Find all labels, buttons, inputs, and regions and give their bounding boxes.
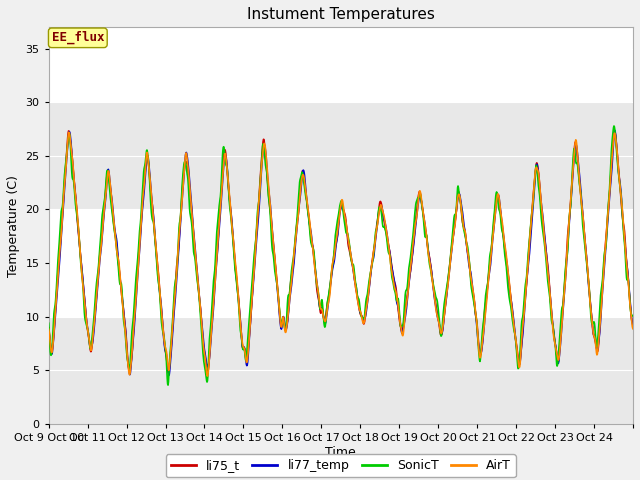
li75_t — [175, 238, 183, 243]
SonicT — [610, 123, 618, 129]
li75_t — [561, 285, 568, 290]
li77_temp — [432, 305, 440, 311]
AirT — [204, 373, 211, 379]
li77_temp — [241, 346, 248, 351]
Y-axis label: Temperature (C): Temperature (C) — [7, 175, 20, 276]
SonicT — [629, 312, 637, 318]
li77_temp — [175, 240, 183, 245]
li77_temp — [611, 128, 619, 133]
Line: li77_temp: li77_temp — [49, 131, 633, 375]
Bar — [49, 209, 633, 317]
SonicT — [45, 320, 52, 326]
AirT — [175, 233, 183, 239]
AirT — [161, 342, 169, 348]
Bar — [49, 317, 633, 424]
Legend: li75_t, li77_temp, SonicT, AirT: li75_t, li77_temp, SonicT, AirT — [166, 454, 516, 477]
li77_temp — [45, 329, 52, 335]
AirT — [629, 326, 637, 332]
AirT — [433, 310, 440, 315]
SonicT — [175, 225, 183, 231]
li77_temp — [509, 306, 516, 312]
SonicT — [241, 347, 248, 352]
AirT — [241, 348, 249, 354]
li77_temp — [560, 294, 568, 300]
AirT — [45, 326, 52, 332]
SonicT — [432, 295, 440, 300]
li75_t — [241, 346, 249, 352]
SonicT — [161, 336, 168, 342]
li77_temp — [161, 342, 168, 348]
Bar — [49, 27, 633, 102]
SonicT — [164, 382, 172, 388]
li75_t — [433, 306, 440, 312]
Title: Instument Temperatures: Instument Temperatures — [247, 7, 435, 22]
li75_t — [629, 319, 637, 324]
li75_t — [45, 325, 52, 331]
Line: AirT: AirT — [49, 132, 633, 376]
Bar — [49, 102, 633, 209]
Text: EE_flux: EE_flux — [52, 31, 104, 45]
li75_t — [204, 371, 211, 376]
li75_t — [161, 344, 169, 349]
Line: li75_t: li75_t — [49, 131, 633, 373]
SonicT — [560, 288, 568, 294]
SonicT — [509, 317, 516, 323]
AirT — [65, 129, 73, 135]
li75_t — [509, 313, 516, 319]
AirT — [561, 289, 568, 295]
X-axis label: Time: Time — [326, 445, 356, 459]
Line: SonicT: SonicT — [49, 126, 633, 385]
li77_temp — [629, 322, 637, 328]
li75_t — [65, 128, 72, 134]
li77_temp — [165, 372, 173, 378]
AirT — [509, 314, 516, 320]
